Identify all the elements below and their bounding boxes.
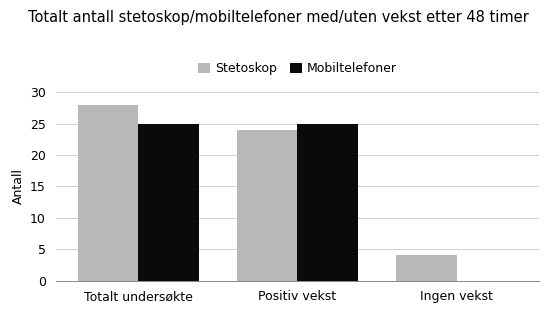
Bar [297,124,358,280]
Bar [78,105,138,280]
Y-axis label: Antall: Antall [12,168,24,205]
Text: Totalt antall stetoskop/mobiltelefoner med/uten vekst etter 48 timer: Totalt antall stetoskop/mobiltelefoner m… [28,10,528,25]
Bar [396,255,457,280]
Bar [237,130,297,280]
Bar [138,124,198,280]
Legend: Stetoskop, Mobiltelefoner: Stetoskop, Mobiltelefoner [193,57,402,80]
